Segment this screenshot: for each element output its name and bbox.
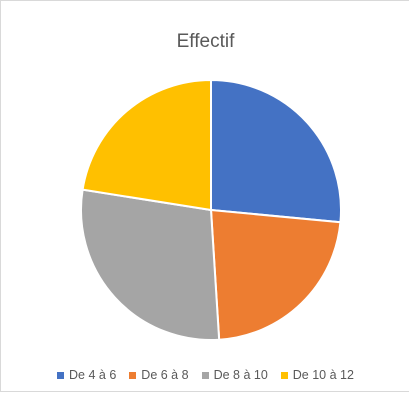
legend-label: De 6 à 8: [141, 368, 189, 382]
legend-swatch: [57, 371, 65, 379]
chart-title: Effectif: [176, 31, 235, 52]
chart-legend: De 4 à 6 De 6 à 8 De 8 à 10 De 10 à 12: [1, 365, 409, 385]
pie-slice-3: [80, 188, 221, 341]
legend-item: De 10 à 12: [280, 368, 354, 382]
legend-item: De 8 à 10: [201, 368, 268, 382]
legend-swatch: [129, 371, 137, 379]
legend-swatch: [201, 371, 209, 379]
pie-slice-1: [210, 79, 342, 224]
legend-label: De 10 à 12: [292, 368, 354, 382]
pie-slice-4: [81, 79, 212, 211]
legend-label: De 8 à 10: [213, 368, 268, 382]
pie-slice-2: [210, 209, 342, 341]
legend-swatch: [280, 371, 288, 379]
legend-item: De 6 à 8: [129, 368, 189, 382]
legend-item: De 4 à 6: [57, 368, 116, 382]
legend-label: De 4 à 6: [69, 368, 117, 382]
